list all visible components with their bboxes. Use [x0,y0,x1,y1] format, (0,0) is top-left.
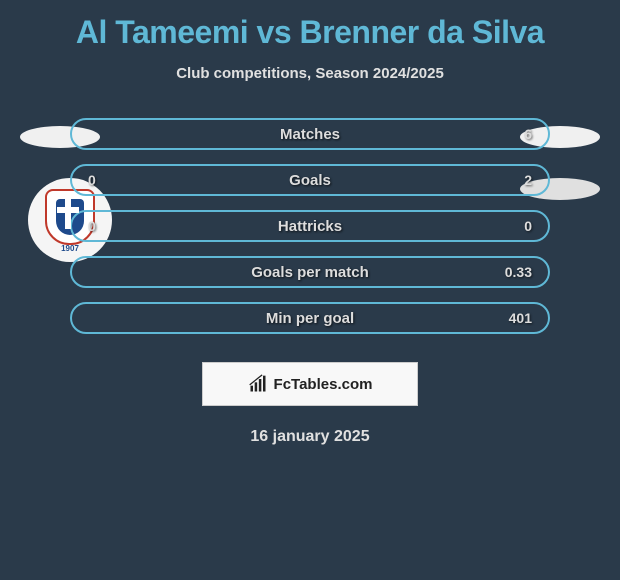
stat-left-value: 0 [88,172,128,188]
stat-row-goals: 0 Goals 2 [70,164,550,196]
stat-row-min-per-goal: Min per goal 401 [70,302,550,334]
stat-right-value: 401 [492,310,532,326]
watermark-box[interactable]: FcTables.com [202,362,418,406]
stat-label: Min per goal [266,310,354,327]
stat-row-goals-per-match: Goals per match 0.33 [70,256,550,288]
stat-label: Goals per match [251,264,369,281]
stat-label: Hattricks [278,218,342,235]
stat-right-value: 0 [492,218,532,234]
chart-icon [248,374,268,394]
badge-year: 1907 [61,244,79,253]
stat-label: Matches [280,126,340,143]
page-title: Al Tameemi vs Brenner da Silva [76,14,544,51]
stat-label: Goals [289,172,331,189]
watermark-text: FcTables.com [274,376,373,393]
stat-right-value: 6 [492,126,532,142]
stat-right-value: 2 [492,172,532,188]
date-text: 16 january 2025 [250,428,369,446]
subtitle: Club competitions, Season 2024/2025 [176,65,444,82]
stat-right-value: 0.33 [492,264,532,280]
stat-left-value: 0 [88,218,128,234]
stat-row-hattricks: 0 Hattricks 0 [70,210,550,242]
stat-row-matches: Matches 6 [70,118,550,150]
main-container: Al Tameemi vs Brenner da Silva Club comp… [0,0,620,456]
